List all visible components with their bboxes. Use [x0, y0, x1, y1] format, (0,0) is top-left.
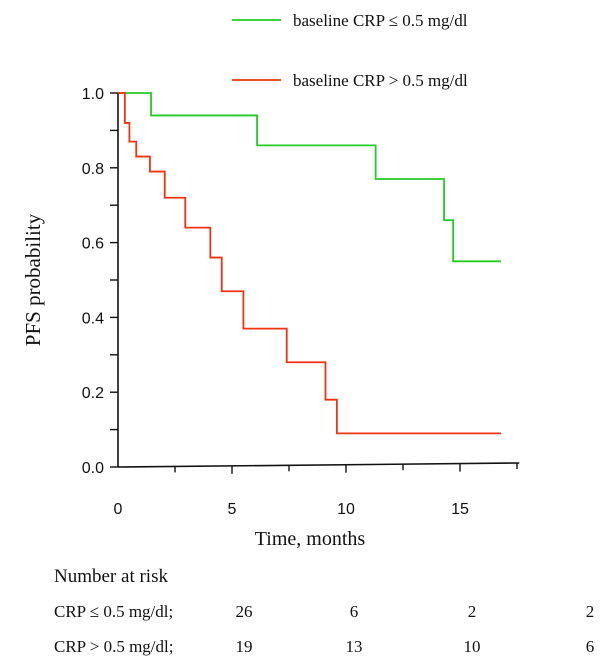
x-tick-label: 0 — [114, 501, 123, 518]
risk-count: 2 — [585, 602, 595, 621]
y-tick-label: 0.4 — [82, 310, 104, 327]
risk-count: 6 — [349, 602, 359, 621]
legend-label: baseline CRP ≤ 0.5 mg/dl — [293, 11, 468, 30]
x-axis-label: Time, months — [255, 528, 366, 550]
legend-label: baseline CRP > 0.5 mg/dl — [293, 71, 468, 90]
risk-row-high-crp: CRP > 0.5 mg/dl; 19 13 10 6 — [0, 637, 606, 661]
series-lines — [118, 92, 502, 435]
x-tick-label: 5 — [228, 501, 237, 518]
km-chart: 0.0 0.2 0.4 0.6 0.8 1.0 0 5 10 15 baseline CRP ≤… — [21, 11, 520, 550]
risk-row-low-crp: CRP ≤ 0.5 mg/dl; 26 6 2 2 — [0, 602, 606, 626]
legend: baseline CRP ≤ 0.5 mg/dl baseline CRP > 0… — [232, 11, 468, 90]
risk-row-label: CRP ≤ 0.5 mg/dl; — [54, 602, 174, 621]
risk-count: 6 — [585, 637, 595, 656]
risk-count: 13 — [345, 637, 363, 656]
risk-count: 26 — [235, 602, 253, 621]
y-tick-label: 0.8 — [82, 161, 104, 178]
y-tick-label: 0.0 — [82, 460, 104, 477]
risk-count: 19 — [235, 637, 253, 656]
x-tick-label: 15 — [451, 501, 469, 518]
risk-count: 10 — [463, 637, 481, 656]
risk-row-label: CRP > 0.5 mg/dl; — [54, 637, 174, 656]
y-axis-label: PFS probability — [21, 213, 45, 346]
x-axis-line — [117, 462, 520, 468]
x-tick-label: 10 — [337, 501, 355, 518]
x-ticks: 0 5 10 15 — [114, 463, 518, 518]
series-line-low-crp — [118, 92, 502, 263]
y-tick-label: 1.0 — [82, 86, 104, 103]
number-at-risk-title: Number at risk — [54, 566, 168, 587]
risk-count: 2 — [467, 602, 477, 621]
series-line-high-crp — [118, 92, 502, 435]
y-ticks: 0.0 0.2 0.4 0.6 0.8 1.0 — [82, 86, 118, 477]
axes — [117, 93, 520, 468]
y-tick-label: 0.2 — [82, 385, 104, 402]
y-tick-label: 0.6 — [82, 236, 104, 253]
